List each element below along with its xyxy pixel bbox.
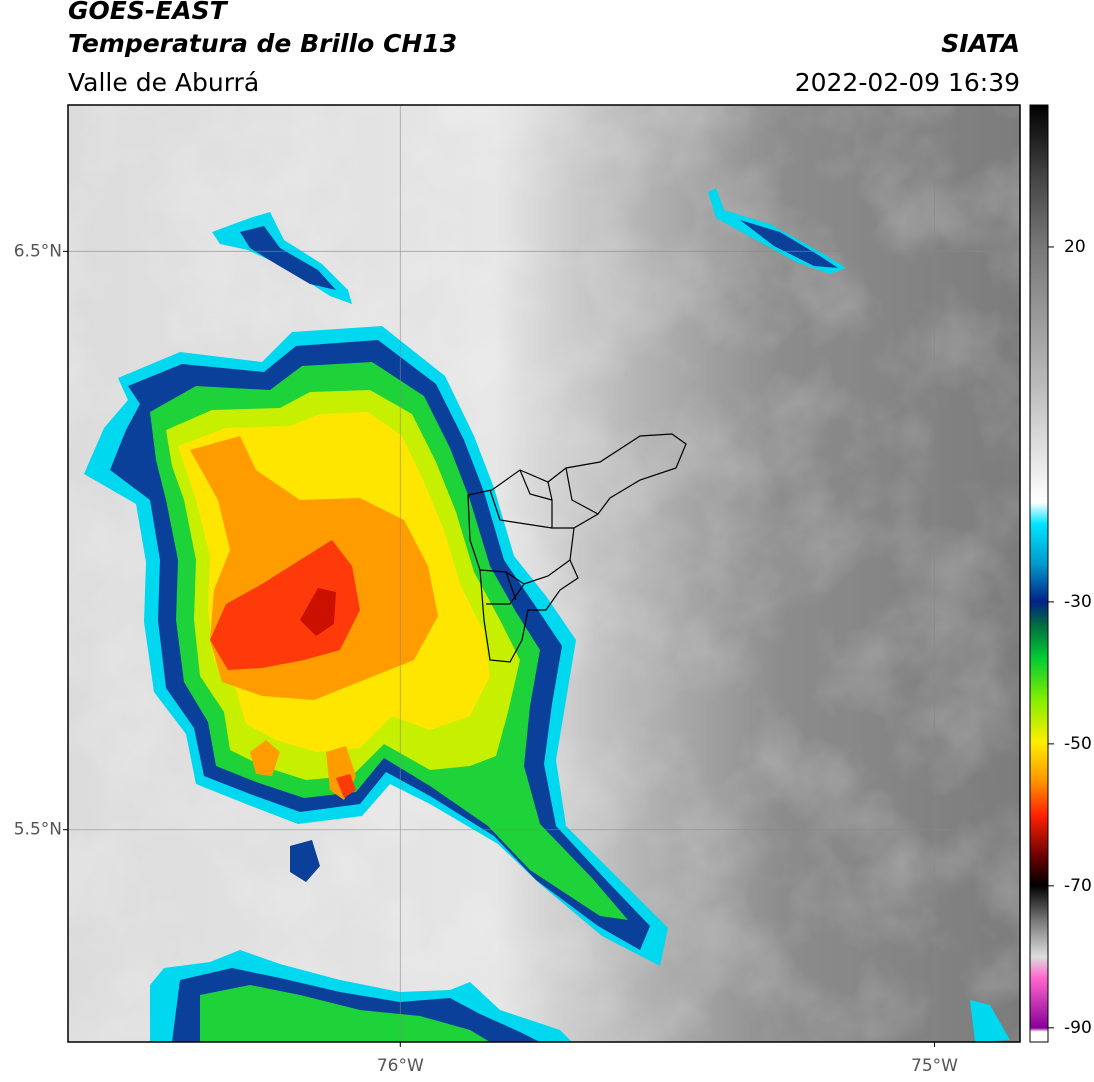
municipality-boundaries: [467, 433, 687, 663]
colorbar-tick-label: -90: [1064, 1018, 1092, 1038]
map-image: [68, 105, 1020, 1042]
title: GOES-EAST: [68, 0, 229, 25]
y-tick-label: 6.5°N: [14, 241, 62, 261]
x-tick-label: 76°W: [377, 1056, 424, 1076]
subtitle: Temperatura de Brillo CH13: [68, 29, 457, 58]
colorbar-tick-label: -50: [1064, 734, 1092, 754]
graticule: [68, 105, 1020, 1042]
y-tick-label: 5.5°N: [14, 820, 62, 840]
datetime: 2022-02-09 16:39: [795, 68, 1020, 97]
colorbar-tick-label: -70: [1064, 876, 1092, 896]
colorbar-tick-label: -30: [1064, 592, 1092, 612]
cloud-top-cold: [84, 188, 1010, 1042]
region: Valle de Aburrá: [68, 68, 259, 97]
colorbar: [1029, 104, 1049, 1043]
x-tick-label: 75°W: [911, 1056, 958, 1076]
source: SIATA: [941, 29, 1020, 58]
map-frame: [67, 104, 1021, 1043]
colorbar-tick-label: 20: [1064, 237, 1086, 257]
